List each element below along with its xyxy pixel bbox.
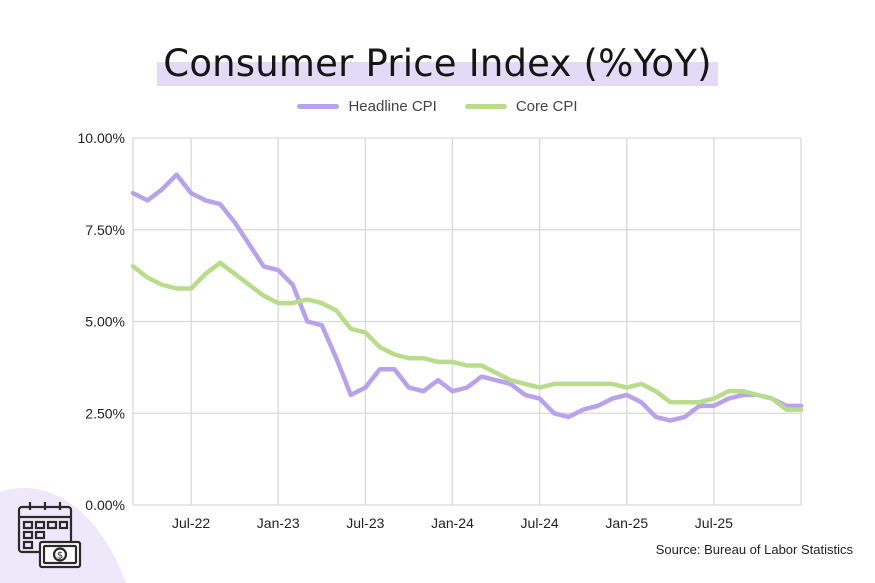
y-axis-ticks: 0.00% 2.50% 5.00% 7.50% 10.00% — [78, 130, 125, 513]
dollar-bill-icon: $ — [38, 540, 82, 569]
svg-text:$: $ — [57, 551, 63, 562]
legend-swatch-core — [464, 104, 507, 109]
y-tick-label: 2.50% — [85, 405, 125, 421]
y-tick-label: 5.00% — [85, 314, 125, 330]
x-tick-label: Jan-23 — [257, 515, 300, 531]
x-tick-label: Jan-25 — [605, 515, 648, 531]
x-tick-label: Jan-24 — [431, 515, 474, 531]
legend-swatch-headline — [297, 104, 340, 109]
series-line-core-cpi — [130, 260, 804, 412]
x-tick-label: Jul-24 — [521, 515, 559, 531]
y-tick-label: 10.00% — [78, 130, 125, 146]
legend-label-core: Core CPI — [515, 98, 578, 115]
y-tick-label: 7.50% — [85, 222, 125, 238]
legend-label-headline: Headline CPI — [348, 98, 437, 115]
calendar-money-decoration: $ — [0, 487, 126, 583]
legend: Headline CPI Core CPI — [0, 98, 875, 115]
legend-item-core: Core CPI — [464, 98, 578, 115]
y-tick-label: 0.00% — [85, 497, 125, 513]
x-tick-label: Jul-23 — [346, 515, 384, 531]
source-note: Source: Bureau of Labor Statistics — [655, 542, 853, 557]
legend-item-headline: Headline CPI — [297, 98, 437, 115]
series-lines — [130, 172, 804, 423]
grid — [132, 137, 802, 506]
x-tick-label: Jul-22 — [172, 515, 210, 531]
x-axis-ticks: Jul-22 Jan-23 Jul-23 Jan-24 Jul-24 Jan-25 Jul-… — [172, 515, 733, 531]
series-line-headline-cpi — [130, 172, 804, 423]
x-tick-label: Jul-25 — [695, 515, 733, 531]
chart-title: Consumer Price Index (%YoY) — [157, 40, 718, 88]
decor-blob — [0, 487, 126, 583]
calendar-icon — [17, 502, 73, 554]
